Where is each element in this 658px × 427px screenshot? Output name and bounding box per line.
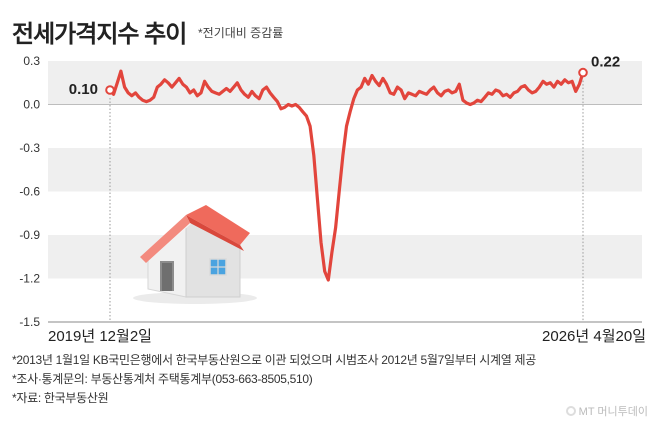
house-illustration <box>133 205 257 304</box>
grid-band <box>48 235 642 279</box>
start-point-marker <box>105 85 115 95</box>
grid-band <box>48 61 642 105</box>
footnote-source: *자료: 한국부동산원 <box>12 391 109 405</box>
brand-logo: MT 머니투데이 <box>565 403 648 419</box>
value-labels: 0.10 0.22 <box>69 54 620 98</box>
y-tick-label: -0.9 <box>19 228 40 242</box>
brand-mark-icon <box>565 406 576 416</box>
chart-subtitle: *전기대비 증감률 <box>198 26 284 40</box>
brand-text: MT 머니투데이 <box>578 406 648 418</box>
footnote-contact: *조사·통계문의: 부동산통계처 주택통계부(053-663-8505,510) <box>12 372 313 386</box>
end-point-marker <box>578 67 588 78</box>
y-axis-ticks: 0.3 0.0 -0.3 -0.6 -0.9 -1.2 -1.5 <box>19 54 40 329</box>
footnote-history: *2013년 1월1일 KB국민은행에서 한국부동산원으로 이관 되었으며 시범… <box>12 353 536 367</box>
x-tick-label: 2026년 4월20일 <box>542 328 646 345</box>
chart-title: 전세가격지수 추이 <box>12 21 187 48</box>
start-value-label: 0.10 <box>69 81 98 98</box>
y-tick-label: -1.2 <box>19 272 40 286</box>
series-path <box>108 69 585 282</box>
footnotes: *2013년 1월1일 KB국민은행에서 한국부동산원으로 이관 되었으며 시범… <box>12 351 536 408</box>
grid-band <box>48 148 642 192</box>
y-tick-label: 0.0 <box>23 98 40 112</box>
series-line <box>105 67 588 282</box>
y-tick-label: -1.5 <box>19 315 40 329</box>
zero-line <box>48 104 642 323</box>
x-tick-label: 2019년 12월2일 <box>48 328 152 345</box>
y-tick-label: 0.3 <box>23 54 40 68</box>
y-tick-label: -0.6 <box>19 185 40 199</box>
end-value-label: 0.22 <box>591 54 620 71</box>
x-axis: 2019년 12월2일 2026년 4월20일 <box>48 80 646 345</box>
y-tick-label: -0.3 <box>19 141 40 155</box>
